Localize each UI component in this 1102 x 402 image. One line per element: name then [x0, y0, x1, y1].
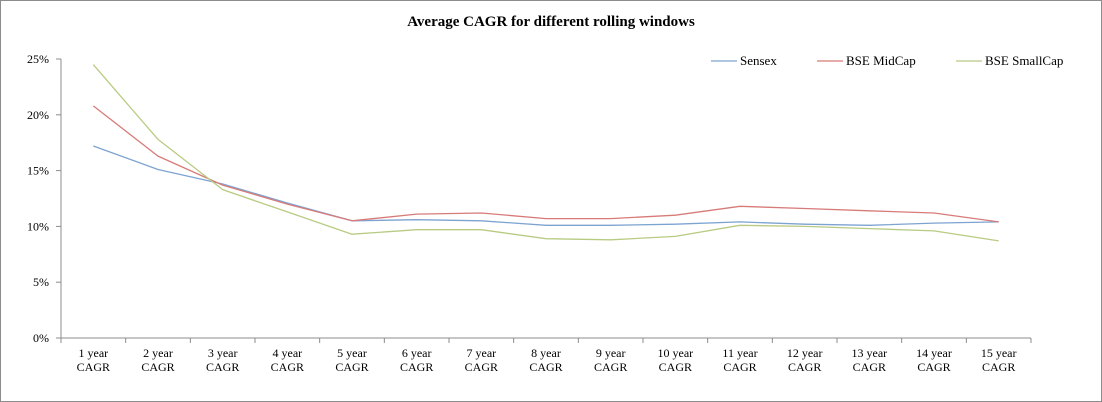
x-tick-label: 7 year CAGR	[465, 346, 498, 374]
x-tick-label: 9 year CAGR	[594, 346, 627, 374]
x-tick-label: 6 year CAGR	[400, 346, 433, 374]
legend-label: BSE MidCap	[846, 53, 916, 68]
y-tick-label: 10%	[27, 219, 49, 233]
y-tick-label: 5%	[33, 275, 49, 289]
x-tick-label: 2 year CAGR	[141, 346, 174, 374]
x-tick-label: 12 year CAGR	[787, 346, 823, 374]
series-line-bse-midcap	[92, 105, 999, 223]
y-tick-label: 15%	[27, 164, 49, 178]
y-tick-label: 0%	[33, 331, 49, 345]
legend: Sensex BSE MidCap BSE SmallCap	[711, 53, 1063, 68]
x-tick-label: 8 year CAGR	[529, 346, 562, 374]
y-tick-label: 25%	[27, 52, 49, 66]
axes: 0% 5% 10% 15% 20% 25% 1 year CAGR 2 year CAGR 3 ye…	[27, 52, 1032, 374]
x-tick-label: 13 year CAGR	[852, 346, 888, 374]
x-tick-label: 14 year CAGR	[916, 346, 952, 374]
series-line-bse-smallcap	[92, 64, 999, 242]
legend-label: Sensex	[740, 53, 777, 68]
x-tick-label: 4 year CAGR	[271, 346, 304, 374]
y-tick-label: 20%	[27, 108, 49, 122]
series-layer	[92, 64, 999, 242]
x-tick-label: 15 year CAGR	[981, 346, 1017, 374]
x-tick-label: 1 year CAGR	[77, 346, 110, 374]
x-tick-label: 3 year CAGR	[206, 346, 239, 374]
x-tick-label: 10 year CAGR	[658, 346, 694, 374]
x-tick-label: 5 year CAGR	[335, 346, 368, 374]
legend-label: BSE SmallCap	[985, 53, 1063, 68]
x-tick-label: 11 year CAGR	[722, 346, 757, 374]
chart-title: Average CAGR for different rolling windo…	[407, 14, 695, 30]
series-line-sensex	[93, 145, 999, 226]
